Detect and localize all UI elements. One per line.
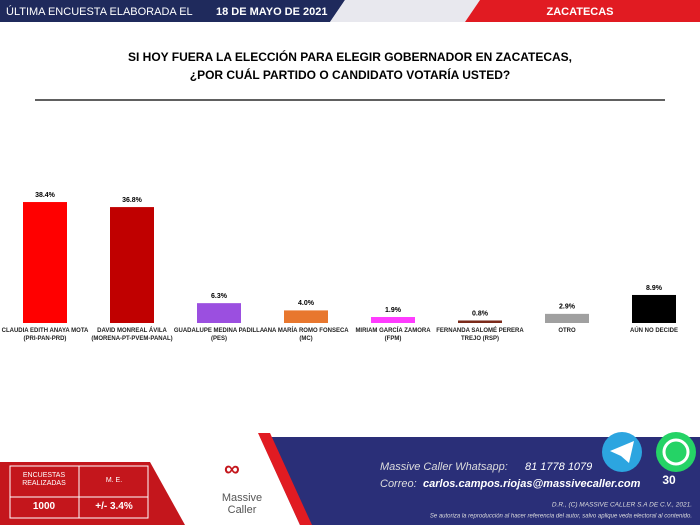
- value-label: 38.4%: [35, 192, 56, 199]
- bar: [371, 317, 415, 323]
- header-red: [465, 0, 700, 22]
- value-label: 0.8%: [472, 310, 489, 317]
- logo-mark: ∞: [224, 456, 240, 481]
- whatsapp-glyph: [662, 438, 690, 466]
- category-label: OTRO: [558, 328, 576, 334]
- category-label: MIRIAM GARCÍA ZAMORA (FPM): [355, 328, 431, 342]
- copyright: D.R., (C) MASSIVE CALLER S.A DE C.V., 20…: [552, 502, 692, 509]
- telegram-glyph: [610, 441, 634, 463]
- bar: [632, 294, 676, 323]
- value-label: 8.9%: [646, 285, 663, 292]
- email: carlos.campos.riojas@massivecaller.com: [423, 478, 641, 490]
- email-label: Correo:: [380, 478, 417, 490]
- header-date: 18 DE MAYO DE 2021: [216, 6, 327, 18]
- value-label: 36.8%: [122, 197, 143, 204]
- stats-value: 1000: [32, 501, 56, 512]
- header-band: [0, 0, 345, 22]
- whatsapp: 81 1778 1079: [525, 461, 592, 473]
- value-label: 2.9%: [559, 304, 576, 311]
- header-region: ZACATECAS: [546, 6, 613, 18]
- value-label: 4.0%: [298, 300, 315, 307]
- bar: [545, 313, 589, 323]
- category-label: DAVID MONREAL ÁVILA (MORENA-PT-PVEM-PANA…: [91, 328, 173, 342]
- category-label: GUADALUPE MEDINA PADILLA (PES): [173, 328, 265, 342]
- category-label: CLAUDIA EDITH ANAYA MOTA (PRI-PAN-PRD): [1, 328, 89, 342]
- header-gap: [330, 0, 480, 22]
- stats-value: +/- 3.4%: [95, 501, 133, 512]
- chart-title: SI HOY FUERA LA ELECCIÓN PARA ELEGIR GOB…: [128, 49, 572, 64]
- whatsapp-icon: [656, 432, 696, 472]
- bar: [110, 207, 154, 323]
- whatsapp-label: Massive Caller Whatsapp:: [380, 461, 508, 473]
- logo-text: Massive: [222, 492, 262, 504]
- bar: [23, 202, 67, 323]
- footer-navy: [260, 437, 700, 525]
- value-label: 1.9%: [385, 307, 402, 314]
- logo-text: Caller: [228, 504, 257, 516]
- value-label: 6.3%: [211, 293, 228, 300]
- stats-label: ENCUESTAS REALIZADAS: [22, 472, 66, 487]
- page-number: 30: [662, 473, 676, 487]
- header-prefix: ÚLTIMA ENCUESTA ELABORADA EL: [6, 5, 193, 18]
- category-label: AÚN NO DECIDE: [629, 328, 678, 334]
- bar: [197, 303, 241, 323]
- stats-label: M. E.: [105, 477, 123, 484]
- notice: Se autoriza la reproducción al hacer ref…: [430, 514, 692, 520]
- bar: [284, 310, 328, 323]
- footer-stripe: [258, 433, 312, 525]
- category-label: FERNANDA SALOMÉ PERERA TREJO (RSP): [436, 328, 524, 342]
- category-label: ANA MARÍA ROMO FONSECA (MC): [263, 328, 349, 342]
- footer-red: [0, 462, 185, 525]
- chart-title: ¿POR CUÁL PARTIDO O CANDIDATO VOTARÍA US…: [190, 67, 510, 82]
- bar: [458, 320, 502, 323]
